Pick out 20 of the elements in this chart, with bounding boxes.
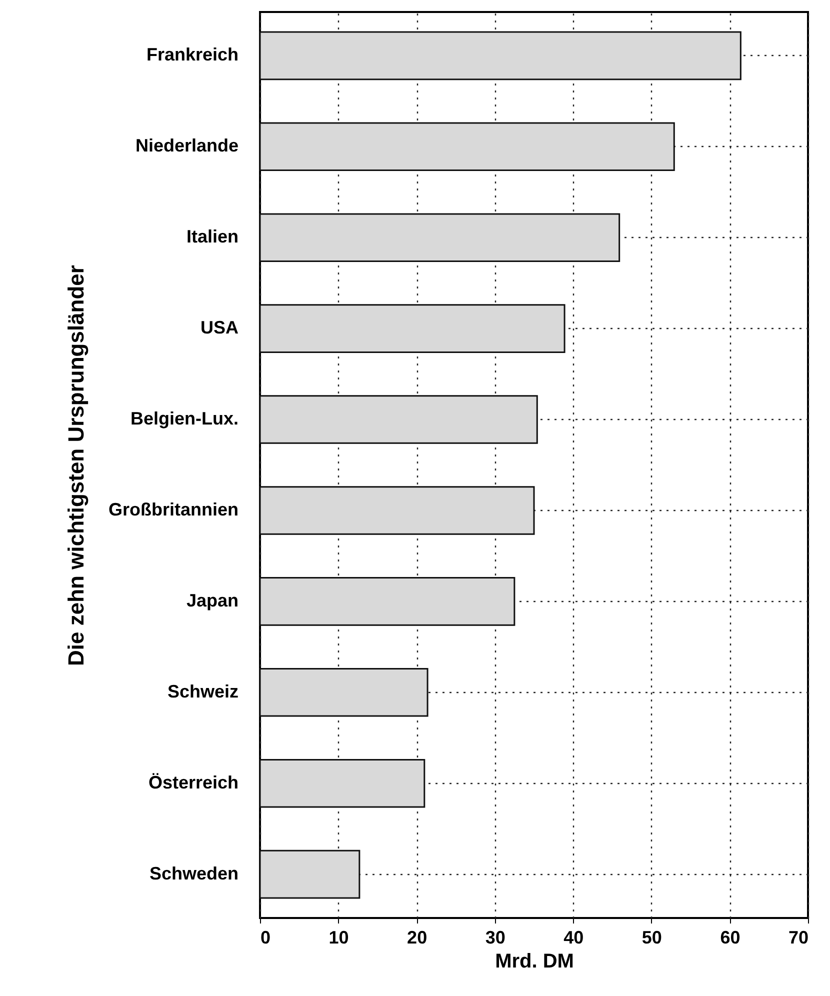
x-tick-label: 0 bbox=[260, 928, 271, 948]
y-tick-label: Schweden bbox=[149, 863, 238, 884]
x-tick-label: 50 bbox=[642, 928, 662, 948]
x-tick-label: 10 bbox=[328, 928, 349, 948]
y-tick-label: Japan bbox=[186, 590, 238, 610]
y-tick-label: Frankreich bbox=[146, 44, 238, 65]
y-tick-label: Großbritannien bbox=[108, 499, 238, 520]
x-tick-label: 30 bbox=[485, 928, 506, 948]
x-axis-title: Mrd. DM bbox=[495, 950, 574, 972]
y-tick-label: USA bbox=[200, 318, 238, 338]
y-tick-label: Italien bbox=[186, 226, 238, 247]
y-tick-label: Schweiz bbox=[167, 681, 238, 702]
y-tick-label: Belgien-Lux. bbox=[130, 408, 238, 429]
x-tick-label: 60 bbox=[720, 928, 740, 948]
y-tick-label: Niederlande bbox=[135, 136, 238, 156]
x-tick-label: 70 bbox=[788, 928, 808, 948]
y-tick-label: Österreich bbox=[148, 772, 238, 792]
y-axis-title: Die zehn wichtigsten Ursprungsländer bbox=[64, 264, 88, 666]
x-tick-label: 40 bbox=[564, 928, 584, 948]
x-tick-label: 20 bbox=[407, 928, 428, 948]
